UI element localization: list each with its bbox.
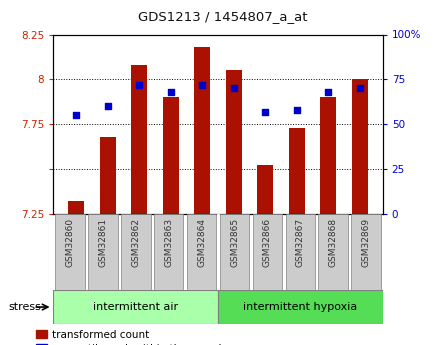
Bar	[253, 214, 282, 290]
Text: GSM32866: GSM32866	[263, 218, 272, 267]
Point	[167, 89, 174, 95]
Bar	[53, 290, 218, 324]
Text: GSM32864: GSM32864	[197, 218, 206, 267]
Text: GSM32861: GSM32861	[98, 218, 107, 267]
Text: GSM32865: GSM32865	[230, 218, 239, 267]
Text: GSM32867: GSM32867	[296, 218, 305, 267]
Bar	[258, 166, 273, 214]
Bar	[154, 214, 183, 290]
Point	[230, 86, 237, 91]
Bar	[88, 214, 117, 290]
Point	[262, 109, 269, 115]
Text: stress: stress	[9, 302, 42, 312]
Bar	[100, 137, 116, 214]
Text: intermittent air: intermittent air	[93, 302, 178, 312]
Text: GSM32863: GSM32863	[164, 218, 173, 267]
Bar	[187, 214, 216, 290]
Bar	[131, 65, 147, 214]
Bar	[194, 47, 210, 214]
Text: GSM32868: GSM32868	[329, 218, 338, 267]
Bar	[352, 214, 381, 290]
Point	[325, 89, 332, 95]
Bar	[226, 70, 242, 214]
Bar	[319, 214, 348, 290]
Bar	[163, 97, 178, 214]
Bar	[320, 97, 336, 214]
Point	[136, 82, 143, 88]
Bar	[286, 214, 315, 290]
Bar	[218, 290, 383, 324]
Bar	[55, 214, 85, 290]
Text: GSM32869: GSM32869	[362, 218, 371, 267]
Bar	[289, 128, 305, 214]
Point	[293, 107, 300, 112]
Text: GDS1213 / 1454807_a_at: GDS1213 / 1454807_a_at	[138, 10, 307, 23]
Point	[199, 82, 206, 88]
Point	[356, 86, 364, 91]
Text: intermittent hypoxia: intermittent hypoxia	[243, 302, 357, 312]
Text: GSM32862: GSM32862	[131, 218, 140, 267]
Bar	[352, 79, 368, 214]
Bar	[69, 201, 84, 214]
Point	[73, 112, 80, 118]
Text: GSM32860: GSM32860	[65, 218, 74, 267]
Bar	[220, 214, 249, 290]
Legend: transformed count, percentile rank within the sample: transformed count, percentile rank withi…	[36, 329, 228, 345]
Point	[104, 104, 111, 109]
Bar	[121, 214, 150, 290]
